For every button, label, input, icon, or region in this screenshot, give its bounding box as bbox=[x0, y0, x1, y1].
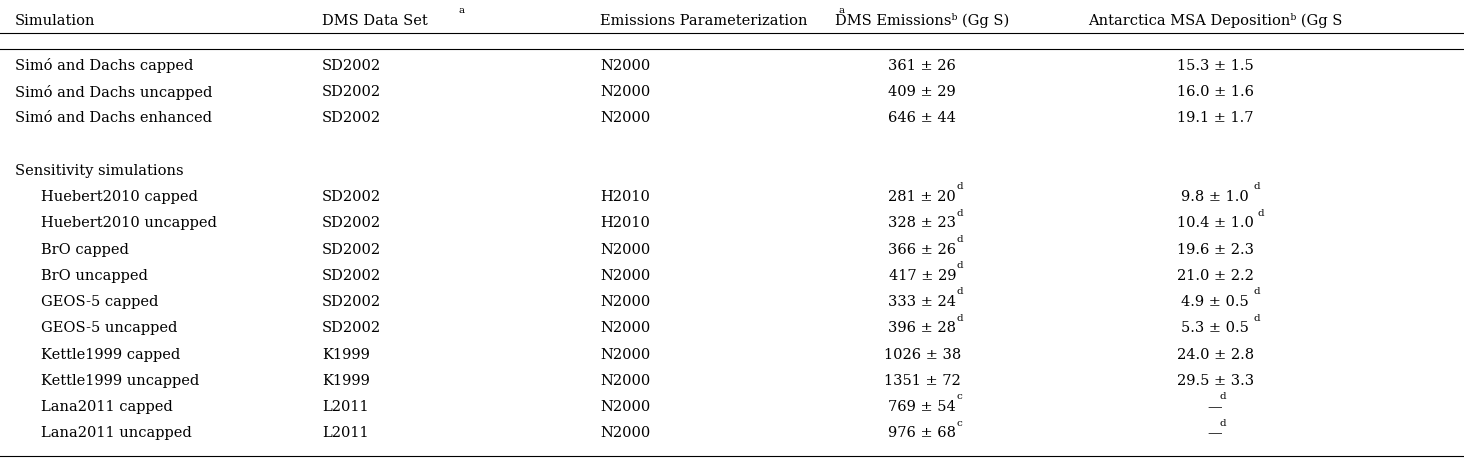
Text: 29.5 ± 3.3: 29.5 ± 3.3 bbox=[1177, 374, 1253, 388]
Text: Kettle1999 uncapped: Kettle1999 uncapped bbox=[41, 374, 199, 388]
Text: d: d bbox=[1253, 287, 1261, 296]
Text: BrO capped: BrO capped bbox=[41, 243, 129, 257]
Text: N2000: N2000 bbox=[600, 374, 650, 388]
Text: a: a bbox=[458, 6, 464, 15]
Text: N2000: N2000 bbox=[600, 59, 650, 73]
Text: K1999: K1999 bbox=[322, 348, 370, 362]
Text: SD2002: SD2002 bbox=[322, 59, 381, 73]
Text: Lana2011 uncapped: Lana2011 uncapped bbox=[41, 426, 192, 440]
Text: BrO uncapped: BrO uncapped bbox=[41, 269, 148, 283]
Text: 281 ± 20: 281 ± 20 bbox=[889, 190, 956, 204]
Text: SD2002: SD2002 bbox=[322, 85, 381, 99]
Text: SD2002: SD2002 bbox=[322, 190, 381, 204]
Text: d: d bbox=[956, 182, 963, 192]
Text: 769 ± 54: 769 ± 54 bbox=[889, 400, 956, 414]
Text: 10.4 ± 1.0: 10.4 ± 1.0 bbox=[1177, 216, 1253, 230]
Text: 396 ± 28: 396 ± 28 bbox=[889, 321, 956, 335]
Text: N2000: N2000 bbox=[600, 295, 650, 309]
Text: 16.0 ± 1.6: 16.0 ± 1.6 bbox=[1177, 85, 1253, 99]
Text: d: d bbox=[1220, 392, 1225, 401]
Text: 24.0 ± 2.8: 24.0 ± 2.8 bbox=[1177, 348, 1253, 362]
Text: a: a bbox=[839, 6, 845, 15]
Text: Simulation: Simulation bbox=[15, 14, 95, 28]
Text: 1026 ± 38: 1026 ± 38 bbox=[884, 348, 960, 362]
Text: N2000: N2000 bbox=[600, 321, 650, 335]
Text: GEOS-5 uncapped: GEOS-5 uncapped bbox=[41, 321, 177, 335]
Text: d: d bbox=[1253, 314, 1261, 323]
Text: Simó and Dachs uncapped: Simó and Dachs uncapped bbox=[15, 85, 212, 100]
Text: DMS Data Set: DMS Data Set bbox=[322, 14, 427, 28]
Text: N2000: N2000 bbox=[600, 112, 650, 126]
Text: SD2002: SD2002 bbox=[322, 216, 381, 230]
Text: 409 ± 29: 409 ± 29 bbox=[889, 85, 956, 99]
Text: 1351 ± 72: 1351 ± 72 bbox=[884, 374, 960, 388]
Text: N2000: N2000 bbox=[600, 85, 650, 99]
Text: Kettle1999 capped: Kettle1999 capped bbox=[41, 348, 180, 362]
Text: —: — bbox=[1208, 426, 1222, 440]
Text: Lana2011 capped: Lana2011 capped bbox=[41, 400, 173, 414]
Text: 366 ± 26: 366 ± 26 bbox=[889, 243, 956, 257]
Text: SD2002: SD2002 bbox=[322, 112, 381, 126]
Text: Emissions Parameterization: Emissions Parameterization bbox=[600, 14, 808, 28]
Text: 5.3 ± 0.5: 5.3 ± 0.5 bbox=[1181, 321, 1249, 335]
Text: 361 ± 26: 361 ± 26 bbox=[889, 59, 956, 73]
Text: 15.3 ± 1.5: 15.3 ± 1.5 bbox=[1177, 59, 1253, 73]
Text: d: d bbox=[956, 287, 963, 296]
Text: 417 ± 29: 417 ± 29 bbox=[889, 269, 956, 283]
Text: 4.9 ± 0.5: 4.9 ± 0.5 bbox=[1181, 295, 1249, 309]
Text: 21.0 ± 2.2: 21.0 ± 2.2 bbox=[1177, 269, 1253, 283]
Text: d: d bbox=[956, 261, 963, 270]
Text: N2000: N2000 bbox=[600, 426, 650, 440]
Text: 9.8 ± 1.0: 9.8 ± 1.0 bbox=[1181, 190, 1249, 204]
Text: c: c bbox=[956, 418, 962, 428]
Text: Simó and Dachs enhanced: Simó and Dachs enhanced bbox=[15, 112, 212, 126]
Text: d: d bbox=[1258, 209, 1265, 218]
Text: d: d bbox=[956, 314, 963, 323]
Text: SD2002: SD2002 bbox=[322, 321, 381, 335]
Text: N2000: N2000 bbox=[600, 400, 650, 414]
Text: —: — bbox=[1208, 400, 1222, 414]
Text: DMS Emissionsᵇ (Gg S): DMS Emissionsᵇ (Gg S) bbox=[834, 13, 1010, 28]
Text: N2000: N2000 bbox=[600, 348, 650, 362]
Text: 333 ± 24: 333 ± 24 bbox=[889, 295, 956, 309]
Text: Sensitivity simulations: Sensitivity simulations bbox=[15, 164, 183, 178]
Text: d: d bbox=[1253, 182, 1261, 192]
Text: d: d bbox=[1220, 418, 1225, 428]
Text: Huebert2010 capped: Huebert2010 capped bbox=[41, 190, 198, 204]
Text: 976 ± 68: 976 ± 68 bbox=[889, 426, 956, 440]
Text: 19.1 ± 1.7: 19.1 ± 1.7 bbox=[1177, 112, 1253, 126]
Text: H2010: H2010 bbox=[600, 190, 650, 204]
Text: 646 ± 44: 646 ± 44 bbox=[889, 112, 956, 126]
Text: Antarctica MSA Depositionᵇ (Gg S: Antarctica MSA Depositionᵇ (Gg S bbox=[1088, 13, 1342, 28]
Text: SD2002: SD2002 bbox=[322, 243, 381, 257]
Text: c: c bbox=[956, 392, 962, 401]
Text: L2011: L2011 bbox=[322, 426, 369, 440]
Text: d: d bbox=[956, 209, 963, 218]
Text: N2000: N2000 bbox=[600, 243, 650, 257]
Text: 19.6 ± 2.3: 19.6 ± 2.3 bbox=[1177, 243, 1253, 257]
Text: SD2002: SD2002 bbox=[322, 295, 381, 309]
Text: Huebert2010 uncapped: Huebert2010 uncapped bbox=[41, 216, 217, 230]
Text: GEOS-5 capped: GEOS-5 capped bbox=[41, 295, 158, 309]
Text: Simó and Dachs capped: Simó and Dachs capped bbox=[15, 59, 193, 73]
Text: 328 ± 23: 328 ± 23 bbox=[889, 216, 956, 230]
Text: L2011: L2011 bbox=[322, 400, 369, 414]
Text: d: d bbox=[956, 235, 963, 244]
Text: K1999: K1999 bbox=[322, 374, 370, 388]
Text: H2010: H2010 bbox=[600, 216, 650, 230]
Text: SD2002: SD2002 bbox=[322, 269, 381, 283]
Text: N2000: N2000 bbox=[600, 269, 650, 283]
